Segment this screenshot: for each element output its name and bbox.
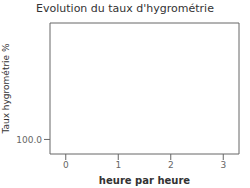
html-text:Evolution du taux d'hygrométri: Evolution du taux d'hygrométrie [36, 2, 214, 15]
svg-text:heure par heure: heure par heure [99, 175, 190, 186]
svg-text:1: 1 [115, 160, 121, 170]
svg-text:Taux hygrométrie %: Taux hygrométrie % [8, 43, 11, 135]
svg-text:0: 0 [63, 160, 69, 170]
svg-text:2: 2 [168, 160, 174, 170]
svg-text:100.0: 100.0 [16, 135, 42, 145]
svg-text:3: 3 [220, 160, 226, 170]
